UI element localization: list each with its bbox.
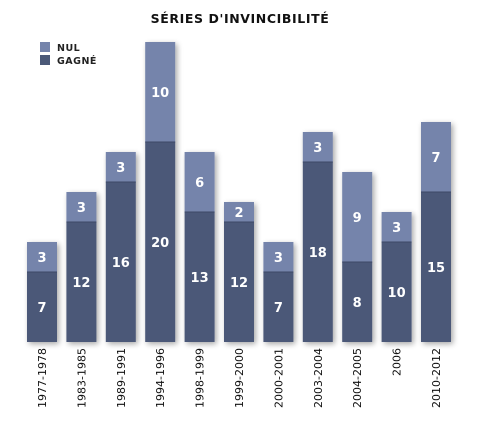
legend-label-gagne: GAGNÉ [57,55,97,67]
x-tick-label: 1983-1985 [75,348,88,408]
legend: NUL GAGNÉ [40,42,97,67]
chart-title: SÉRIES D'INVINCIBILITÉ [151,11,330,26]
x-tick-label: 1977-1978 [36,348,49,408]
data-label-gagne: 8 [353,296,362,311]
bar-stack [66,192,97,342]
data-label-gagne: 12 [72,276,90,291]
data-label-gagne: 15 [427,261,445,276]
data-label-nul: 3 [313,141,322,156]
x-tick-label: 2004-2005 [351,348,364,408]
bar-nul [302,132,333,162]
bars-group [27,42,451,342]
bar-nul [342,172,373,262]
data-label-nul: 3 [77,201,86,216]
bar-stack [105,152,136,342]
data-label-gagne: 7 [37,301,46,316]
bar-stack [184,152,215,342]
x-tick-label: 1989-1991 [115,348,128,408]
bar-nul [66,192,97,222]
x-axis-tick-labels: 1977-1978 1983-1985 1989-1991 1994-1996 1998… [36,348,443,408]
bar-stack [145,42,176,342]
data-label-gagne: 7 [274,301,283,316]
data-label-nul: 2 [234,206,243,221]
data-label-gagne: 13 [191,271,209,286]
bar-nul [421,122,451,192]
data-label-gagne: 18 [309,246,327,261]
data-label-nul: 3 [37,251,46,266]
bar-stack [224,202,254,342]
data-label-gagne: 16 [112,256,130,271]
bar-gagne [381,242,412,342]
bar-nul [263,242,294,272]
data-label-gagne: 12 [230,276,248,291]
x-tick-label: 1999-2000 [233,348,246,408]
bar-gagne [342,262,373,342]
bar-labels-group: 7 3 12 3 16 3 20 10 13 6 12 2 7 3 18 3 8 9 10 3 15 7 [37,86,445,316]
bar-gagne [263,272,294,342]
x-tick-label: 2006 [391,348,404,376]
bar-nul [224,202,254,222]
data-label-nul: 3 [392,221,401,236]
x-tick-label: 1994-1996 [154,348,167,408]
data-label-nul: 3 [116,161,125,176]
bar-stack [421,122,451,342]
data-label-nul: 7 [431,151,440,166]
x-tick-label: 2003-2004 [312,348,325,408]
bar-stack [302,132,333,342]
bar-gagne [224,222,254,342]
x-tick-label: 2000-2001 [272,348,285,408]
data-label-nul: 10 [151,86,169,101]
legend-swatch-gagne [40,55,50,65]
data-label-nul: 3 [274,251,283,266]
legend-label-nul: NUL [57,43,80,54]
bar-nul [184,152,215,212]
bar-gagne [105,182,136,342]
bar-nul [27,242,57,272]
data-label-nul: 9 [353,211,362,226]
bar-nul [381,212,412,242]
bar-stack [263,242,294,342]
data-label-gagne: 10 [388,286,406,301]
bar-gagne [27,272,57,342]
data-label-gagne: 20 [151,236,169,251]
bar-gagne [66,222,97,342]
bar-gagne [184,212,215,342]
x-tick-label: 1998-1999 [194,348,207,408]
x-tick-label: 2010-2012 [430,348,443,408]
bar-nul [105,152,136,182]
data-label-nul: 6 [195,176,204,191]
bar-stack [342,172,373,342]
bar-stack [381,212,412,342]
bar-gagne [145,142,176,342]
bar-nul [145,42,176,142]
legend-swatch-nul [40,42,50,52]
bar-gagne [302,162,333,342]
bar-stack [27,242,57,342]
bar-gagne [421,192,451,342]
